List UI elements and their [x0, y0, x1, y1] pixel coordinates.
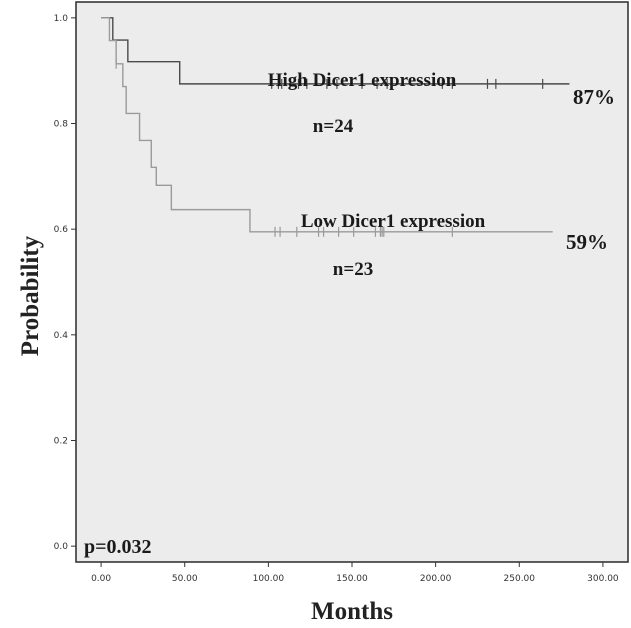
x-tick-label: 200.00	[420, 574, 452, 584]
high-series-n: n=24	[313, 116, 354, 137]
y-tick-label: 1.0	[54, 14, 69, 24]
x-axis-title: Months	[311, 598, 393, 625]
plot-area	[75, 1, 629, 563]
low-series-label: Low Dicer1 expression	[301, 211, 486, 232]
x-axis: 0.00 50.00 100.00 150.00 200.00 250.00 300.00	[91, 562, 619, 584]
x-tick-label: 100.00	[253, 574, 285, 584]
y-tick-label: 0.6	[54, 225, 69, 235]
series-layer	[101, 17, 570, 237]
low-series-line	[101, 17, 553, 233]
x-tick-label: 50.00	[172, 574, 198, 584]
high-series-label: High Dicer1 expression	[268, 70, 457, 91]
y-tick-label: 0.0	[54, 542, 69, 552]
low-series-percent: 59%	[566, 230, 608, 254]
y-tick-label: 0.8	[54, 120, 69, 130]
y-axis: 0.0 0.2 0.4 0.6 0.8 1.0	[54, 14, 76, 552]
p-value: p=0.032	[84, 536, 152, 558]
y-tick-label: 0.4	[54, 331, 69, 341]
x-tick-label: 250.00	[504, 574, 536, 584]
high-series-percent: 87%	[573, 85, 615, 109]
x-tick-label: 150.00	[336, 574, 368, 584]
high-series-line	[101, 17, 570, 85]
x-tick-label: 0.00	[91, 574, 111, 584]
y-tick-label: 0.2	[54, 436, 68, 446]
low-series-n: n=23	[333, 259, 373, 280]
y-axis-title: Probability	[17, 235, 44, 356]
x-tick-label: 300.00	[587, 574, 619, 584]
